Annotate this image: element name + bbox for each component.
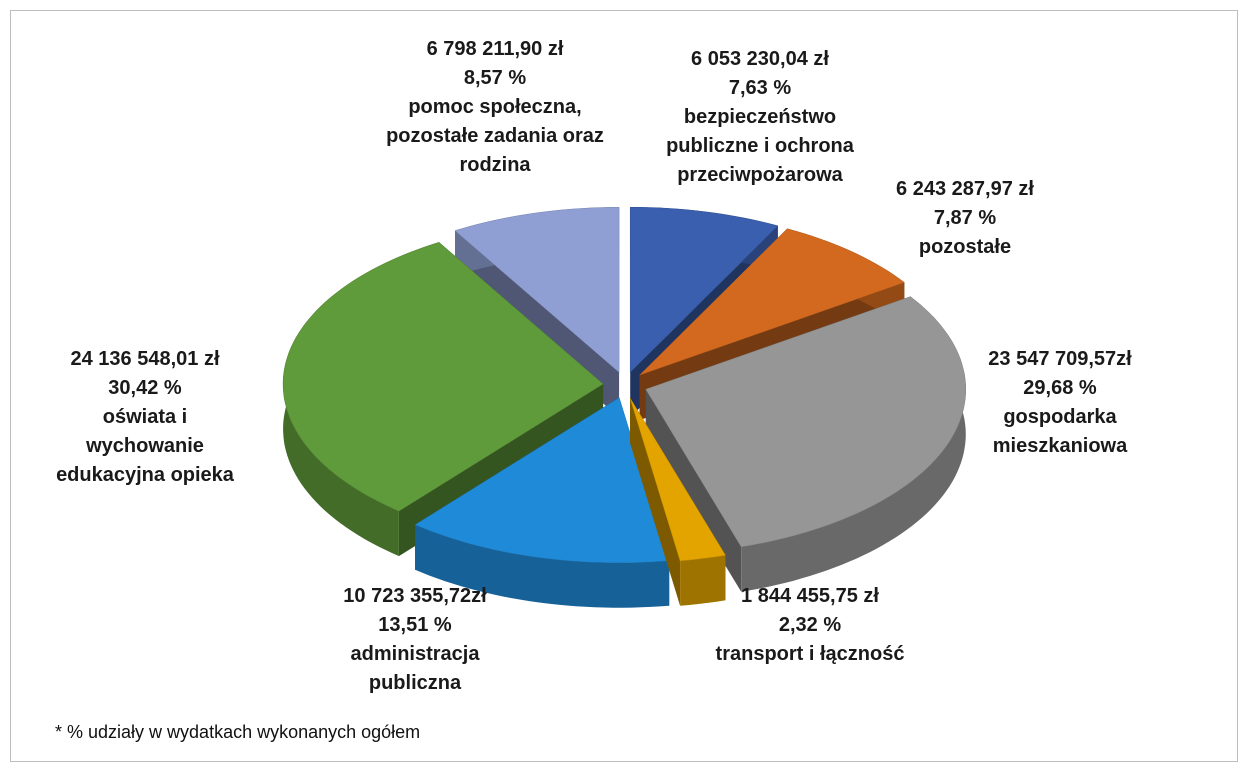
amount-label: 1 844 455,75 zł (741, 585, 879, 607)
slice (282, 242, 604, 512)
amount-label: 10 723 355,72zł (343, 585, 487, 607)
value-label: 8,57 % (463, 67, 527, 89)
category-label: gospodarka mieszkaniowa (992, 406, 1128, 457)
footnote: * % udziały w wydatkach wykonanych ogółe… (55, 722, 421, 742)
category-label: bezpieczeństwo publiczne i ochrona przec… (666, 106, 854, 186)
category-label: pomoc społeczna, pozostałe zadania oraz … (386, 96, 604, 176)
amount-label: 6 053 230,04 zł (691, 48, 829, 70)
amount-label: 6 243 287,97 zł (896, 178, 1034, 200)
category-label: transport i łączność (715, 643, 905, 665)
slice (414, 397, 670, 563)
amount-label: 24 136 548,01 zł (70, 348, 220, 370)
slice-side (645, 389, 742, 592)
slice-label: 6 053 230,04 zł 7,63 % bezpieczeństwo publ… (645, 45, 875, 190)
value-label: 7,63 % (728, 77, 792, 99)
value-label: 2,32 % (778, 614, 842, 636)
chart-frame (10, 10, 1238, 762)
value-label: 7,87 % (933, 207, 997, 229)
slice-side (630, 397, 681, 606)
slice (629, 206, 779, 373)
slice-label: 10 723 355,72zł 13,51 % administracja publ… (330, 582, 500, 698)
slice-rim (415, 524, 670, 608)
value-label: 13,51 % (378, 614, 452, 636)
category-label: administracja publiczna (350, 643, 480, 694)
value-label: 30,42 % (108, 377, 182, 399)
slice-label: 6 798 211,90 zł 8,57 % pomoc społeczna, po… (380, 35, 610, 180)
slice (639, 228, 905, 376)
slice (645, 296, 967, 548)
category-label: oświata i wychowanie edukacyjna opieka (56, 406, 234, 486)
amount-label: 6 798 211,90 zł (426, 38, 564, 60)
value-label: 29,68 % (1023, 377, 1097, 399)
slice (629, 397, 726, 562)
category-label: pozostałe (918, 236, 1012, 258)
slice-label: 6 243 287,97 zł 7,87 % pozostałe (865, 175, 1065, 262)
slice-rim (680, 555, 726, 606)
slice-label: 24 136 548,01 zł 30,42 % oświata i wychowa… (48, 345, 243, 490)
slice-label: 23 547 709,57zł 29,68 % gospodarka mieszka… (975, 345, 1145, 461)
slice-rim (741, 296, 966, 592)
slice-label: 1 844 455,75 zł 2,32 % transport i łącznoś… (675, 582, 945, 669)
slice (454, 207, 620, 373)
amount-label: 23 547 709,57zł (988, 348, 1132, 370)
